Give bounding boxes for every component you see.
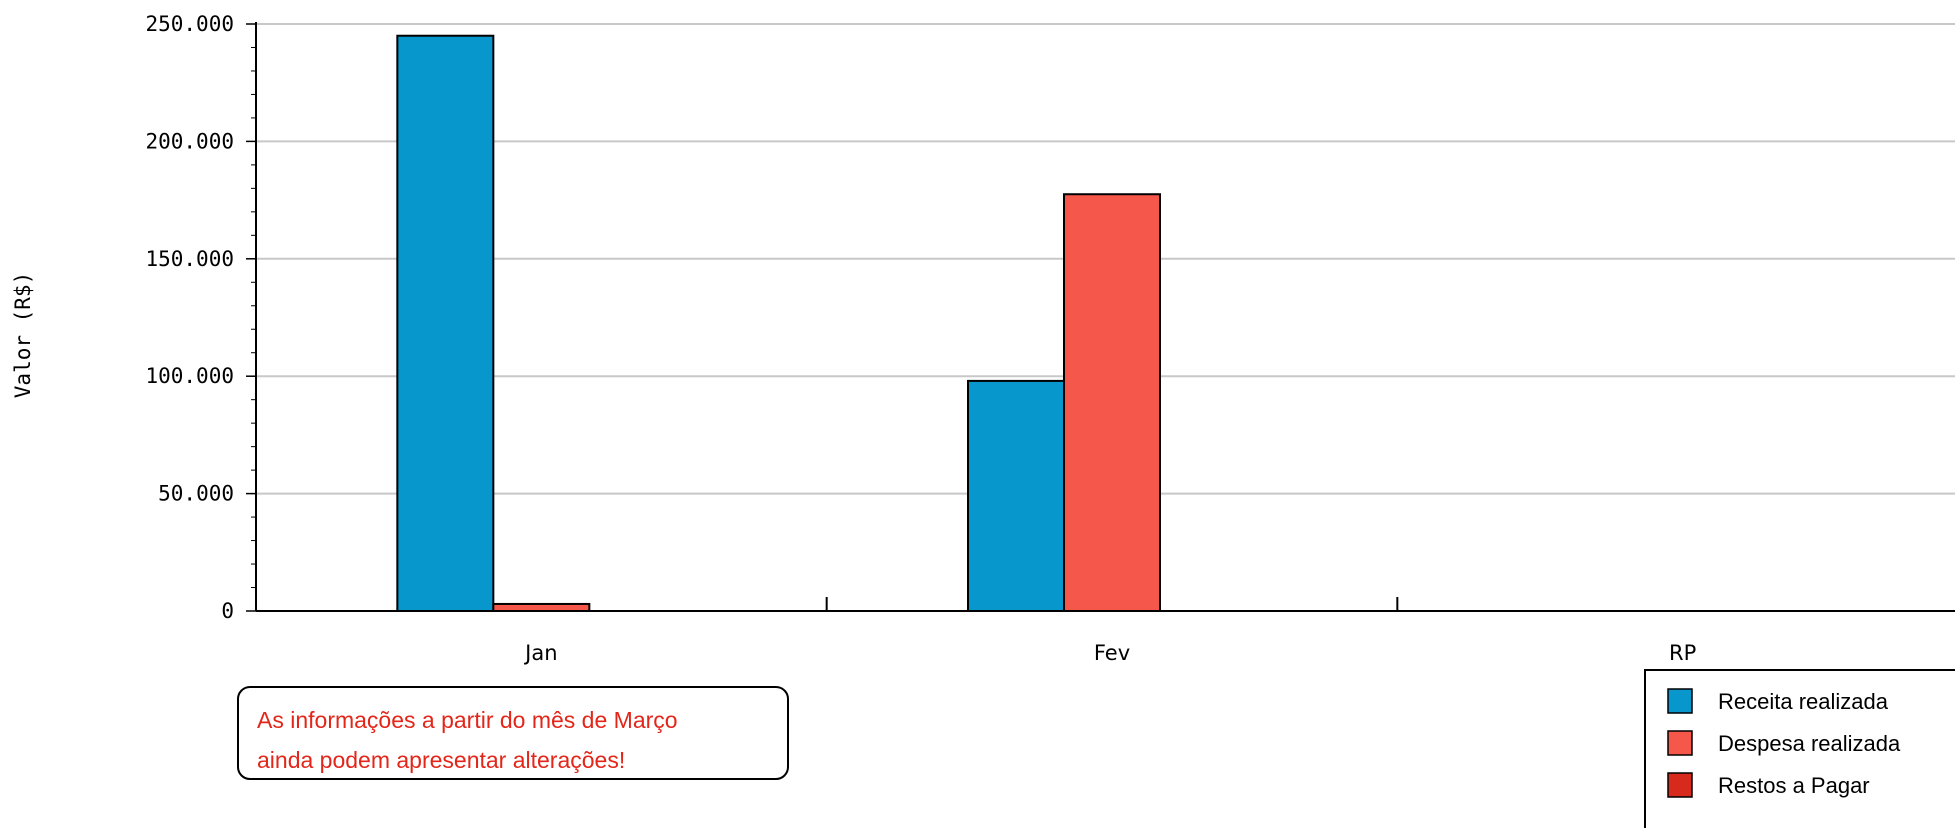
info-note: As informações a partir do mês de Março … xyxy=(237,686,789,780)
legend-box xyxy=(1644,669,1955,828)
y-tick-label: 50.000 xyxy=(158,482,234,506)
info-note-box xyxy=(237,686,789,780)
legend-swatch xyxy=(1667,772,1693,798)
info-note-line-1: As informações a partir do mês de Março xyxy=(257,707,678,733)
x-tick-label: Jan xyxy=(523,641,557,665)
legend-swatch xyxy=(1667,688,1693,714)
legend: Receita realizada Despesa realizada Restos… xyxy=(1644,669,1955,828)
bar xyxy=(396,34,495,613)
x-tick-label: RP xyxy=(1669,641,1696,665)
bars xyxy=(396,34,1161,613)
y-tick-label: 100.000 xyxy=(145,364,234,388)
x-tick-label: Fev xyxy=(1094,641,1130,665)
legend-label: Despesa realizada xyxy=(1718,731,1901,756)
y-axis-label: Valor (R$) xyxy=(11,272,35,398)
axes xyxy=(246,22,1955,612)
legend-swatch xyxy=(1667,730,1693,756)
x-tick-labels: Jan Fev RP xyxy=(523,641,1696,665)
bar xyxy=(1063,193,1161,612)
y-tick-label: 250.000 xyxy=(145,12,234,36)
y-tick-labels: 0 50.000 100.000 150.000 200.000 250.000 xyxy=(145,12,234,623)
bar xyxy=(492,602,591,612)
y-tick-label: 200.000 xyxy=(145,129,234,153)
y-tick-label: 150.000 xyxy=(145,247,234,271)
legend-label: Restos a Pagar xyxy=(1718,773,1870,798)
bar xyxy=(967,379,1065,612)
info-note-line-2: ainda podem apresentar alterações! xyxy=(257,747,625,773)
legend-label: Receita realizada xyxy=(1718,689,1889,714)
y-tick-label: 0 xyxy=(221,599,234,623)
